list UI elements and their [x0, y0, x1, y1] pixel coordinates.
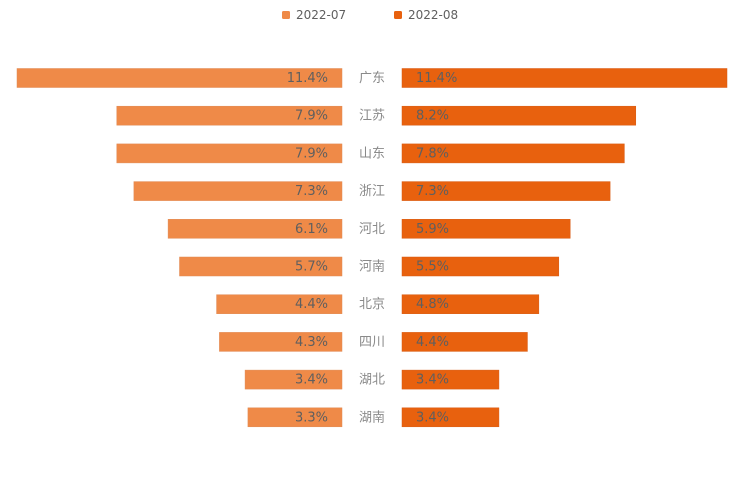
- bar-2022-07[interactable]: [167, 219, 343, 239]
- value-label-2022-07: 3.4%: [295, 373, 328, 388]
- value-label-2022-08: 8.2%: [416, 109, 449, 124]
- category-label: 河南: [359, 259, 385, 275]
- value-label-2022-07: 4.4%: [295, 297, 328, 312]
- chart-row: 7.3% 7.3% 浙江: [133, 181, 611, 201]
- chart-row: 7.9% 8.2% 江苏: [116, 105, 637, 126]
- value-label-2022-08: 5.5%: [416, 260, 449, 275]
- category-label: 湖南: [359, 409, 385, 425]
- legend-swatch: [394, 11, 402, 19]
- value-label-2022-08: 3.4%: [416, 373, 449, 388]
- chart-row: 5.7% 5.5% 河南: [179, 256, 560, 277]
- value-label-2022-07: 11.4%: [287, 71, 328, 86]
- chart-row: 6.1% 5.9% 河北: [167, 219, 571, 239]
- category-label: 河北: [359, 222, 385, 237]
- bar-2022-08[interactable]: [401, 256, 560, 277]
- bar-2022-08[interactable]: [401, 294, 540, 314]
- bar-2022-07[interactable]: [216, 294, 343, 314]
- legend-item-2022-08[interactable]: 2022-08: [394, 8, 458, 22]
- category-label: 北京: [359, 297, 385, 312]
- value-label-2022-08: 7.3%: [416, 184, 449, 199]
- bar-2022-07[interactable]: [244, 369, 343, 390]
- value-label-2022-08: 4.4%: [416, 335, 449, 350]
- value-label-2022-08: 3.4%: [416, 410, 449, 425]
- chart-row: 4.3% 4.4% 四川: [219, 332, 528, 352]
- bar-2022-08[interactable]: [401, 181, 611, 201]
- legend-swatch: [282, 11, 290, 19]
- legend: 2022-07 2022-08: [282, 8, 458, 22]
- value-label-2022-08: 11.4%: [416, 71, 457, 86]
- bar-2022-08[interactable]: [401, 369, 500, 390]
- legend-item-2022-07[interactable]: 2022-07: [282, 8, 346, 22]
- chart-row: 11.4% 11.4% 广东: [16, 68, 728, 88]
- value-label-2022-08: 5.9%: [416, 222, 449, 237]
- bar-2022-08[interactable]: [401, 219, 571, 239]
- category-label: 四川: [359, 335, 385, 350]
- category-label: 江苏: [359, 108, 385, 124]
- category-label: 浙江: [359, 184, 385, 199]
- bar-2022-08[interactable]: [401, 68, 728, 88]
- value-label-2022-07: 7.9%: [295, 109, 328, 124]
- chart-row: 3.4% 3.4% 湖北: [244, 369, 500, 390]
- category-label: 广东: [359, 71, 385, 86]
- value-label-2022-07: 5.7%: [295, 260, 328, 275]
- bar-2022-07[interactable]: [133, 181, 343, 201]
- value-label-2022-08: 4.8%: [416, 297, 449, 312]
- chart-row: 3.3% 3.4% 湖南: [247, 407, 500, 428]
- bar-2022-08[interactable]: [401, 407, 500, 428]
- bar-2022-07[interactable]: [179, 256, 343, 277]
- value-label-2022-07: 7.9%: [295, 146, 328, 161]
- chart-row: 7.9% 7.8% 山东: [116, 143, 625, 164]
- bar-2022-07[interactable]: [116, 143, 343, 164]
- value-label-2022-07: 6.1%: [295, 222, 328, 237]
- value-label-2022-07: 3.3%: [295, 410, 328, 425]
- bar-2022-08[interactable]: [401, 143, 625, 164]
- bar-2022-08[interactable]: [401, 105, 637, 126]
- category-label: 湖北: [359, 373, 385, 388]
- bar-2022-07[interactable]: [16, 68, 343, 88]
- value-label-2022-07: 7.3%: [295, 184, 328, 199]
- bar-2022-07[interactable]: [219, 332, 343, 352]
- bar-2022-07[interactable]: [247, 407, 343, 428]
- legend-label: 2022-07: [296, 8, 346, 22]
- chart-row: 4.4% 4.8% 北京: [216, 294, 540, 314]
- category-label: 山东: [359, 146, 385, 161]
- legend-label: 2022-08: [408, 8, 458, 22]
- value-label-2022-07: 4.3%: [295, 335, 328, 350]
- value-label-2022-08: 7.8%: [416, 146, 449, 161]
- bar-2022-07[interactable]: [116, 105, 343, 126]
- bar-2022-08[interactable]: [401, 332, 528, 352]
